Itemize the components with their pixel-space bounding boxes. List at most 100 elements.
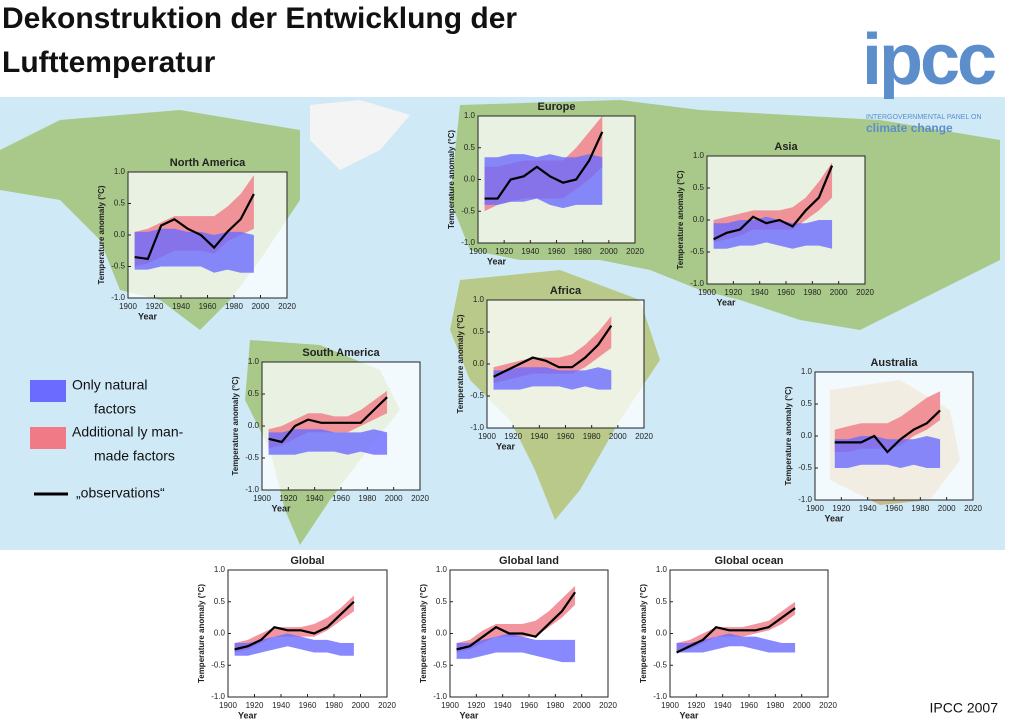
x-axis-label: Year bbox=[271, 503, 291, 513]
x-tick-label: 1940 bbox=[859, 504, 877, 513]
model-band bbox=[234, 633, 354, 656]
x-axis-label: Year bbox=[716, 297, 736, 307]
x-tick-label: 1900 bbox=[219, 701, 237, 710]
logo-line: climate change bbox=[866, 121, 953, 135]
y-tick-label: -0.5 bbox=[211, 660, 225, 669]
model-band bbox=[134, 228, 254, 273]
y-tick-label: -0.5 bbox=[433, 660, 447, 669]
y-tick-label: -0.5 bbox=[111, 262, 125, 271]
x-tick-label: 1980 bbox=[803, 288, 821, 297]
x-tick-label: 1900 bbox=[478, 432, 496, 441]
y-tick-label: 0.5 bbox=[801, 399, 813, 408]
x-tick-label: 1940 bbox=[494, 701, 512, 710]
chart: Global land 1900 1920 1940 1960 1980 2000 2020 -… bbox=[419, 555, 617, 720]
y-tick-label: 0.5 bbox=[656, 597, 668, 606]
y-tick-label: 0.0 bbox=[473, 359, 485, 368]
x-tick-label: 1920 bbox=[246, 701, 264, 710]
x-tick-label: 1920 bbox=[724, 288, 742, 297]
y-tick-label: 0.5 bbox=[214, 597, 226, 606]
chart-title: Africa bbox=[550, 285, 582, 297]
x-tick-label: 1920 bbox=[687, 701, 705, 710]
observation-line bbox=[834, 409, 941, 454]
x-tick-label: 1900 bbox=[698, 288, 716, 297]
chart: Global ocean 1900 1920 1940 1960 1980 2000 2020… bbox=[639, 555, 837, 720]
x-tick-label: 2000 bbox=[938, 504, 956, 513]
logo: ipcc INTERGOVERNMENTAL PANEL ON climate … bbox=[862, 20, 998, 135]
chart-title: Europe bbox=[538, 101, 576, 113]
legend-swatch bbox=[30, 427, 66, 449]
model-band bbox=[456, 585, 576, 653]
model-band bbox=[456, 633, 576, 663]
y-tick-label: 0.5 bbox=[436, 597, 448, 606]
x-tick-label: 1980 bbox=[766, 701, 784, 710]
y-tick-label: -1.0 bbox=[461, 238, 475, 247]
y-tick-label: 0.5 bbox=[693, 183, 705, 192]
y-tick-label: -1.0 bbox=[653, 692, 667, 701]
greenland bbox=[310, 100, 410, 170]
model-band bbox=[268, 429, 388, 455]
y-tick-label: -1.0 bbox=[211, 692, 225, 701]
chart: Australia 1900 1920 1940 1960 1980 2000 2020 -1.… bbox=[784, 357, 982, 523]
x-tick-label: 2020 bbox=[635, 432, 653, 441]
x-tick-label: 1960 bbox=[777, 288, 795, 297]
x-tick-label: 1980 bbox=[225, 302, 243, 311]
y-tick-label: -0.5 bbox=[690, 247, 704, 256]
x-tick-label: 2000 bbox=[352, 701, 370, 710]
chart: South America 1900 1920 1940 1960 1980 2000 202… bbox=[231, 347, 429, 513]
x-tick-label: 1960 bbox=[199, 302, 217, 311]
x-tick-label: 1900 bbox=[469, 247, 487, 256]
legend-label: „observations“ bbox=[76, 485, 165, 501]
y-tick-label: 0.0 bbox=[464, 175, 476, 184]
y-tick-label: -0.5 bbox=[470, 391, 484, 400]
x-tick-label: 1920 bbox=[279, 494, 297, 503]
chart: Global 1900 1920 1940 1960 1980 2000 2020 -1.0 -0… bbox=[197, 555, 396, 720]
model-band bbox=[676, 633, 796, 653]
x-tick-label: 1980 bbox=[546, 701, 564, 710]
y-tick-label: 1.0 bbox=[656, 565, 668, 574]
chart: Europe 1900 1920 1940 1960 1980 2000 2020 -1.0 -0… bbox=[447, 101, 644, 266]
y-tick-label: 1.0 bbox=[436, 565, 448, 574]
x-tick-label: 1940 bbox=[272, 701, 290, 710]
legend-label: Additional ly man- bbox=[72, 424, 184, 440]
y-tick-label: 0.5 bbox=[473, 327, 485, 336]
chart-title: Global bbox=[290, 555, 324, 567]
observation-line bbox=[456, 591, 576, 651]
x-tick-label: 2020 bbox=[964, 504, 982, 513]
x-tick-label: 1940 bbox=[172, 302, 190, 311]
y-tick-label: -1.0 bbox=[111, 293, 125, 302]
y-tick-label: 1.0 bbox=[801, 367, 813, 376]
model-band bbox=[484, 154, 603, 209]
title: Lufttemperatur bbox=[2, 46, 216, 79]
observation-line bbox=[713, 165, 834, 241]
chart: North America 1900 1920 1940 1960 1980 2000 202… bbox=[97, 157, 296, 321]
chart: Africa 1900 1920 1940 1960 1980 2000 2020 -1.0 -0… bbox=[456, 285, 653, 451]
chart-title: Australia bbox=[870, 357, 918, 369]
x-tick-label: 2000 bbox=[609, 432, 627, 441]
x-tick-label: 1940 bbox=[751, 288, 769, 297]
x-tick-label: 2000 bbox=[385, 494, 403, 503]
y-tick-label: 1.0 bbox=[248, 357, 260, 366]
y-tick-label: 0.0 bbox=[114, 230, 126, 239]
x-tick-label: 1900 bbox=[253, 494, 271, 503]
x-tick-label: 2000 bbox=[793, 701, 811, 710]
observation-line bbox=[493, 324, 613, 378]
x-tick-label: 2020 bbox=[626, 247, 644, 256]
x-tick-label: 2020 bbox=[411, 494, 429, 503]
y-axis-label: Temperature anomaly (°C) bbox=[456, 314, 465, 413]
chart: Asia 1900 1920 1940 1960 1980 2000 2020 -1.0 -0.5… bbox=[676, 141, 874, 307]
x-axis-label: Year bbox=[679, 710, 699, 720]
legend-swatch bbox=[30, 380, 66, 402]
y-tick-label: 1.0 bbox=[114, 167, 126, 176]
observation-line bbox=[484, 131, 604, 200]
chart-title: Asia bbox=[774, 141, 798, 153]
y-tick-label: -0.5 bbox=[653, 660, 667, 669]
y-axis-label: Temperature anomaly (°C) bbox=[231, 376, 240, 475]
x-tick-label: 1960 bbox=[299, 701, 317, 710]
credit: IPCC 2007 bbox=[930, 700, 999, 716]
y-tick-label: 0.0 bbox=[436, 629, 448, 638]
x-tick-label: 1980 bbox=[911, 504, 929, 513]
x-tick-label: 1900 bbox=[441, 701, 459, 710]
x-tick-label: 1980 bbox=[583, 432, 601, 441]
observation-line bbox=[676, 607, 796, 654]
